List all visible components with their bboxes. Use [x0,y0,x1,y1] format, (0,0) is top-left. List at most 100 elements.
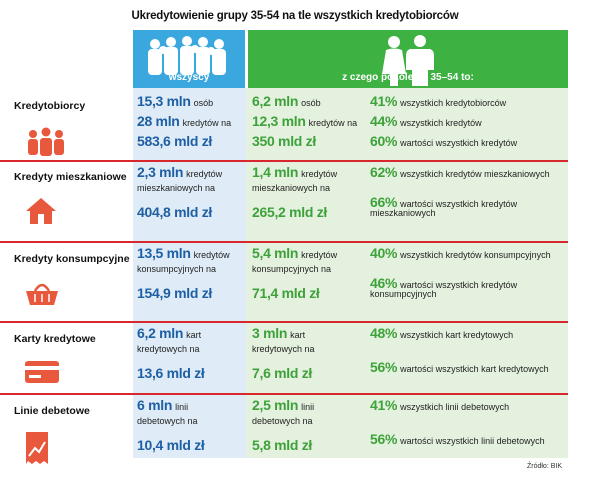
cell-line: konsumpcyjnych na [252,264,337,284]
cell-line: 48% wszystkich kart kredytowych [370,324,549,358]
value-text: osób [193,98,214,108]
cell-line: 404,8 mld zł [137,203,222,223]
cell-pct: 48% wszystkich kart kredytowych 56% wartośc… [370,324,549,378]
cell-line: konsumpcyjnych na [137,264,230,284]
value-number: 41% [370,397,398,413]
value-number: 350 mld zł [252,133,316,149]
cell-line: 60% wartości wszystkich kredytów [370,132,517,152]
value-text: wszystkich kredytów mieszkaniowych [400,169,550,179]
value-text: kart [290,330,306,340]
column-pct-background [364,88,568,458]
value-number: 5,8 mld zł [252,437,313,453]
cell-line: 2,3 mln kredytów [137,163,222,183]
value-number: 12,3 mln [252,113,306,129]
value-number: 265,2 mld zł [252,204,327,220]
cell-line: 265,2 mld zł [252,203,337,223]
value-number: 583,6 mld zł [137,133,212,149]
cell-line: 5,8 mld zł [252,436,314,456]
value-text: wartości wszystkich linii debetowych [400,436,545,446]
cell-line: 3 mln kart [252,324,315,344]
row-separator [0,241,568,243]
value-text: kredytów [186,169,223,179]
value-text: wszystkich kredytobiorców [400,98,507,108]
row-separator [0,393,568,395]
cell-gen: 5,4 mln kredytów konsumpcyjnych na 71,4 mld… [252,244,337,304]
value-text: kredytów na [308,118,358,128]
cell-gen: 2,5 mln linii debetowych na 5,8 mld zł [252,396,314,456]
value-number: 48% [370,325,398,341]
value-number: 46% [370,275,398,291]
cell-line: 46% wartości wszystkich kredytów [370,274,551,291]
value-number: 44% [370,113,398,129]
people-icon [24,126,68,165]
cell-line: 6,2 mln osób [252,92,357,112]
value-number: 2,3 mln [137,164,184,180]
value-text: konsumpcyjnych [370,289,437,299]
value-text: kart [186,330,202,340]
value-number: 60% [370,133,398,149]
category-label: Karty kredytowe [14,333,96,345]
page-title: Ukredytowienie grupy 35-54 na tle wszyst… [131,10,459,22]
value-number: 40% [370,245,398,261]
value-number: 13,5 mln [137,245,191,261]
cell-line: debetowych na [137,416,205,436]
value-text: wartości wszystkich kredytów [400,199,518,209]
value-text: wszystkich kart kredytowych [400,330,514,340]
cell-line: 13,5 mln kredytów [137,244,230,264]
cell-all: 6,2 mln kart kredytowych na 13,6 mld zł [137,324,205,384]
value-number: 56% [370,431,398,447]
column-all-background [133,88,246,458]
value-number: 3 mln [252,325,288,341]
cell-line: 350 mld zł [252,132,357,152]
value-text: wszystkich kredytów [400,118,482,128]
value-text: kredytów na [182,118,232,128]
category-label: Linie debetowe [14,405,90,417]
value-number: 6,2 mln [137,325,184,341]
cell-line: 7,6 mld zł [252,364,315,384]
value-number: 71,4 mld zł [252,285,320,301]
cell-all: 13,5 mln kredytów konsumpcyjnych na 154,9 m… [137,244,230,304]
house-icon [24,196,58,231]
value-text: kredytowych na [137,344,200,354]
value-number: 5,4 mln [252,245,299,261]
cell-line: 41% wszystkich linii debetowych [370,396,545,430]
value-text: osób [301,98,321,108]
cell-line: 40% wszystkich kredytów konsumpcyjnych [370,244,551,274]
value-number: 2,5 mln [252,397,299,413]
value-number: 15,3 mln [137,93,191,109]
cell-line: 71,4 mld zł [252,284,337,304]
source-note: Źródło: BIK [526,463,562,470]
value-text: mieszkaniowych [370,208,436,218]
header-generation: z czego pokolenie 35–54 to: [248,30,568,88]
cell-line: 154,9 mld zł [137,284,230,304]
cell-all: 15,3 mln osób 28 mln kredytów na 583,6 mld z… [137,92,231,152]
value-number: 56% [370,359,398,375]
value-number: 10,4 mld zł [137,437,205,453]
cell-line: mieszkaniowych na [252,183,337,203]
cell-line: 5,4 mln kredytów [252,244,337,264]
category-label: Kredyty konsumpcyjne [14,253,130,265]
cell-line: 28 mln kredytów na [137,112,231,132]
value-text: konsumpcyjnych na [252,264,332,274]
value-number: 154,9 mld zł [137,285,212,301]
crowd-icon [148,36,226,75]
value-text: debetowych na [252,416,313,426]
cell-pct: 41% wszystkich linii debetowych 56% wartośc… [370,396,545,450]
cell-gen: 3 mln kart kredytowych na 7,6 mld zł [252,324,315,384]
value-number: 13,6 mld zł [137,365,205,381]
category-label: Kredytobiorcy [14,100,86,112]
value-text: wartości wszystkich kredytów [400,280,518,290]
cell-pct: 62% wszystkich kredytów mieszkaniowych 66%… [370,163,550,223]
cell-line: 10,4 mld zł [137,436,205,456]
value-text: mieszkaniowych na [137,183,216,193]
cell-line: 2,5 mln linii [252,396,314,416]
value-number: 1,4 mln [252,164,299,180]
receipt-icon [24,430,50,471]
cell-line: kredytowych na [252,344,315,364]
basket-icon [24,279,60,312]
row-separator [0,321,568,323]
value-number: 28 mln [137,113,180,129]
header-all-label: wszyscy [168,72,210,83]
value-text: kredytów [301,169,338,179]
cell-line: 6 mln linii [137,396,205,416]
